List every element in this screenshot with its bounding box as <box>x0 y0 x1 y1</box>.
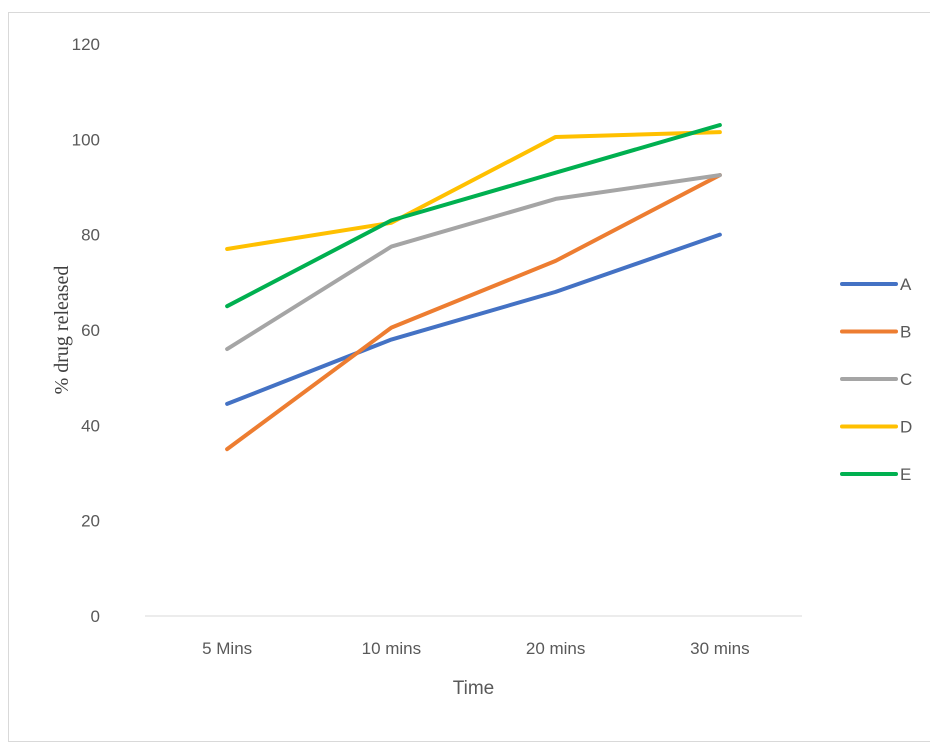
chart-frame <box>8 12 930 742</box>
y-tick-label: 120 <box>72 35 100 54</box>
series-line-c <box>225 173 722 352</box>
line-chart: 0 20 40 60 80 100 120 5 Mins 10 mins 20 mins 30 m… <box>51 35 912 699</box>
y-tick-label: 100 <box>72 130 100 149</box>
series-line-e <box>225 123 722 309</box>
x-tick-label: 30 mins <box>690 639 750 658</box>
y-tick-label: 40 <box>81 416 100 435</box>
y-tick-label: 80 <box>81 226 100 245</box>
series-layer <box>225 123 722 452</box>
series-line-a <box>225 232 722 406</box>
y-axis-ticks: 0 20 40 60 80 100 120 <box>72 35 100 626</box>
legend-label: D <box>900 418 912 437</box>
y-tick-label: 0 <box>91 607 100 626</box>
legend-item-d: D <box>840 418 912 437</box>
legend: A B C D E <box>840 275 912 484</box>
legend-label: B <box>900 323 911 342</box>
legend-item-e: E <box>840 465 911 484</box>
y-tick-label: 60 <box>81 321 100 340</box>
legend-item-c: C <box>840 370 912 389</box>
x-axis-title: Time <box>453 678 495 699</box>
x-tick-label: 20 mins <box>526 639 586 658</box>
legend-label: A <box>900 275 912 294</box>
legend-item-a: A <box>840 275 912 294</box>
x-tick-label: 10 mins <box>362 639 422 658</box>
x-axis-ticks: 5 Mins 10 mins 20 mins 30 mins <box>202 639 750 658</box>
x-tick-label: 5 Mins <box>202 639 252 658</box>
y-axis-title: % drug released <box>51 266 73 395</box>
y-tick-label: 20 <box>81 512 100 531</box>
legend-label: C <box>900 370 912 389</box>
legend-item-b: B <box>840 323 911 342</box>
legend-label: E <box>900 465 911 484</box>
series-line-b <box>225 173 722 452</box>
series-line-d <box>225 130 722 251</box>
